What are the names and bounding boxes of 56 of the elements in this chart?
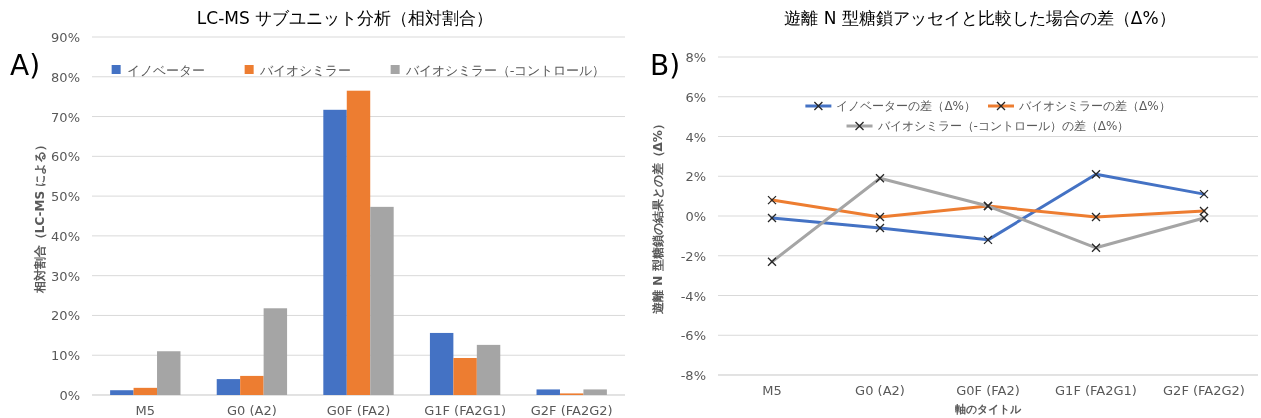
y-tick-label: -6% bbox=[680, 328, 706, 344]
legend-label: バイオシミラーの差（Δ%） bbox=[1018, 99, 1171, 114]
legend-label: バイオシミラー bbox=[258, 62, 351, 78]
y-tick-label: 0% bbox=[59, 388, 80, 403]
y-tick-label: 2% bbox=[685, 169, 706, 185]
y-tick-label: -4% bbox=[680, 288, 706, 304]
y-tick-label: 90% bbox=[51, 30, 80, 45]
bar bbox=[453, 358, 477, 395]
y-tick-label: 30% bbox=[51, 268, 80, 284]
x-axis-title: 軸のタイトル bbox=[954, 403, 1022, 416]
x-tick-label: G1F (FA2G1) bbox=[424, 403, 507, 418]
x-tick-label: G0F (FA2) bbox=[326, 403, 391, 418]
legend-label: イノベーター bbox=[126, 62, 205, 78]
chart-title: 遊離 N 型糖鎖アッセイと比較した場合の差（Δ%） bbox=[784, 8, 1176, 28]
bar bbox=[346, 90, 371, 395]
x-tick-label: G1F (FA2G1) bbox=[1055, 383, 1137, 398]
x-tick-label: G0 (A2) bbox=[855, 383, 905, 398]
bar bbox=[583, 389, 607, 395]
x-tick-label: M5 bbox=[762, 383, 782, 398]
y-axis-title: 遊離 N 型糖鎖の結果との差（Δ%） bbox=[651, 118, 665, 314]
y-tick-label: 60% bbox=[51, 149, 80, 165]
y-tick-label: 80% bbox=[51, 69, 80, 85]
bar bbox=[476, 344, 501, 395]
y-tick-label: 40% bbox=[51, 228, 80, 244]
bar bbox=[133, 387, 158, 395]
legend-label: イノベーターの差（Δ%） bbox=[836, 99, 976, 114]
y-tick-label: 70% bbox=[51, 109, 80, 125]
bar bbox=[370, 206, 394, 395]
y-tick-label: 10% bbox=[51, 348, 80, 364]
bar bbox=[240, 375, 264, 395]
text: A) bbox=[10, 49, 41, 82]
y-tick-label: -2% bbox=[680, 248, 706, 264]
x-tick-label: G0F (FA2) bbox=[956, 383, 1020, 398]
bar bbox=[157, 351, 181, 395]
bar bbox=[429, 332, 454, 395]
y-axis-title: 相対割合（LC-MS による） bbox=[33, 138, 47, 295]
x-tick-label: M5 bbox=[135, 403, 156, 418]
y-tick-label: 0% bbox=[685, 209, 706, 224]
y-tick-label: 8% bbox=[685, 50, 706, 65]
y-tick-label: 4% bbox=[685, 129, 706, 145]
legend-label: バイオシミラー（-コントロール）の差（Δ%） bbox=[876, 119, 1130, 134]
y-tick-label: 6% bbox=[685, 89, 706, 105]
chart-title: LC-MS サブユニット分析（相対割合） bbox=[196, 8, 494, 28]
y-tick-label: 20% bbox=[51, 308, 80, 324]
x-tick-label: G2F (FA2G2) bbox=[1163, 383, 1245, 398]
x-tick-label: G0 (A2) bbox=[227, 403, 277, 418]
text: B) bbox=[650, 49, 681, 82]
x-tick-label: G2F (FA2G2) bbox=[530, 403, 613, 418]
bar bbox=[263, 308, 288, 395]
bar bbox=[323, 109, 347, 395]
legend-label: バイオシミラー（-コントロール） bbox=[404, 62, 606, 78]
bar bbox=[536, 389, 560, 395]
bar bbox=[110, 390, 134, 395]
bar bbox=[216, 379, 241, 395]
y-tick-label: 50% bbox=[51, 189, 80, 205]
y-tick-label: -8% bbox=[680, 368, 706, 383]
